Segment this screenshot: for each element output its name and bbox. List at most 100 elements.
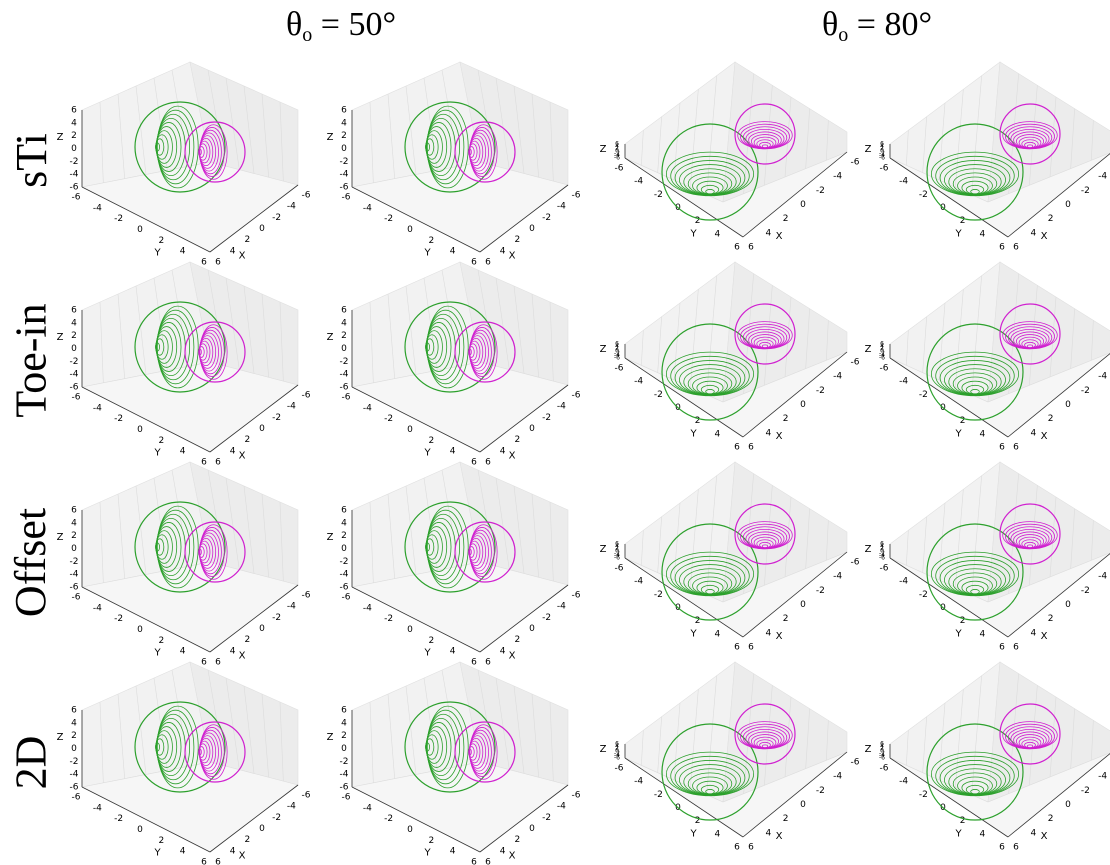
green-sphere-outline xyxy=(134,501,226,593)
z-tick-label: 2 xyxy=(341,131,347,141)
y-axis-label: Y xyxy=(955,228,963,239)
z-tick-label: -2 xyxy=(340,757,349,767)
x-tick-label: -2 xyxy=(816,586,825,596)
grid-line xyxy=(1049,296,1057,378)
z-tick-label: -6 xyxy=(70,383,79,393)
x-tick-label: -6 xyxy=(302,191,311,201)
green-sphere xyxy=(661,523,759,621)
grid-line xyxy=(387,693,395,779)
x-tick-label: 4 xyxy=(230,446,236,456)
y-tick-label: -6 xyxy=(880,764,889,774)
x-tick-label: -2 xyxy=(272,613,281,623)
grid-line xyxy=(369,301,374,383)
x-tick-label: 0 xyxy=(800,200,806,210)
grid-line xyxy=(99,701,104,783)
z-tick-label: 2 xyxy=(71,331,77,341)
x-tick-label: 6 xyxy=(1013,643,1019,653)
z-tick-label: -2 xyxy=(340,357,349,367)
z-tick-label: 6 xyxy=(615,341,619,348)
grid-line xyxy=(441,669,459,767)
grid-line xyxy=(135,85,147,175)
z-axis-label: Z xyxy=(327,332,334,343)
grid-line xyxy=(495,677,510,770)
x-tick-label: 0 xyxy=(1065,800,1071,810)
magenta-sphere xyxy=(734,303,796,365)
green-sphere xyxy=(926,723,1024,821)
z-tick-label: 2 xyxy=(615,345,619,352)
x-axis-line xyxy=(742,151,848,238)
x-tick-label: 0 xyxy=(529,824,535,834)
green-sphere-ring xyxy=(426,305,469,389)
green-sphere xyxy=(134,101,226,193)
grid-line xyxy=(495,477,510,570)
magenta-sphere-outline xyxy=(999,103,1061,165)
z-tick-label: -4 xyxy=(70,770,79,780)
x-tick-label: 0 xyxy=(259,224,265,234)
magenta-sphere xyxy=(999,103,1061,165)
y-tick-label: -4 xyxy=(363,803,372,813)
x-tick-label: 6 xyxy=(748,643,754,653)
magenta-sphere-outline xyxy=(454,321,516,383)
y-tick-label: 4 xyxy=(180,447,186,457)
x-tick-label: -2 xyxy=(816,186,825,196)
y-tick-label: -4 xyxy=(363,403,372,413)
y-tick-label: 0 xyxy=(137,425,143,435)
y-tick-label: 6 xyxy=(999,843,1005,853)
x-tick-label: -4 xyxy=(287,602,296,612)
x-tick-label: 0 xyxy=(259,424,265,434)
z-tick-label: 2 xyxy=(71,531,77,541)
y-tick-label: -4 xyxy=(634,177,643,187)
y-tick-label: 0 xyxy=(137,825,143,835)
green-sphere-outline xyxy=(404,301,496,393)
grid-line xyxy=(826,120,829,161)
magenta-sphere xyxy=(454,321,516,383)
grid-line xyxy=(513,285,525,374)
x-tick-label: -6 xyxy=(302,591,311,601)
x-tick-label: 4 xyxy=(1030,228,1036,238)
x-tick-label: 0 xyxy=(259,624,265,634)
y-axis-label: Y xyxy=(955,428,963,439)
x-tick-label: -2 xyxy=(542,613,551,623)
green-sphere xyxy=(404,501,496,593)
z-tick-label: 4 xyxy=(615,143,619,150)
z-tick-label: -2 xyxy=(614,150,620,157)
grid-line xyxy=(387,493,395,579)
x-tick-label: -4 xyxy=(557,202,566,212)
z-tick-label: 2 xyxy=(880,745,884,752)
x-axis-label: X xyxy=(1041,631,1048,642)
x-tick-label: 4 xyxy=(765,428,771,438)
grid-line xyxy=(641,130,644,166)
y-tick-label: 2 xyxy=(695,216,701,226)
green-sphere-outline xyxy=(926,123,1024,221)
z-axis-label: Z xyxy=(865,344,872,355)
green-sphere xyxy=(134,301,226,393)
x-tick-label: 6 xyxy=(485,658,491,668)
x-tick-label: 2 xyxy=(244,835,250,845)
z-tick-label: -6 xyxy=(614,755,620,762)
y-tick-label: -4 xyxy=(363,603,372,613)
grid-line xyxy=(549,701,554,782)
magenta-sphere-ring xyxy=(1002,521,1058,550)
y-tick-label: 2 xyxy=(428,636,434,646)
z-tick-label: -6 xyxy=(614,355,620,362)
x-tick-label: 6 xyxy=(748,843,754,853)
grid-line xyxy=(690,89,699,188)
y-tick-label: -4 xyxy=(93,403,102,413)
grid-line xyxy=(225,277,240,370)
y-tick-label: -2 xyxy=(384,414,393,424)
z-tick-label: 0 xyxy=(341,344,347,354)
y-axis-label: Y xyxy=(424,248,432,259)
grid-line xyxy=(441,69,459,167)
z-axis-label: Z xyxy=(600,544,607,555)
y-axis-label: Y xyxy=(424,648,432,659)
x-tick-label: -2 xyxy=(272,213,281,223)
y-tick-label: 4 xyxy=(979,429,985,439)
green-sphere-outline xyxy=(661,523,759,621)
y-axis-line xyxy=(624,757,744,838)
magenta-sphere-outline xyxy=(734,103,796,165)
grid-line xyxy=(135,485,147,575)
x-tick-label: 6 xyxy=(1013,443,1019,453)
y-tick-label: -4 xyxy=(899,777,908,787)
x-tick-label: 6 xyxy=(215,258,221,268)
y-axis-line xyxy=(81,586,211,653)
